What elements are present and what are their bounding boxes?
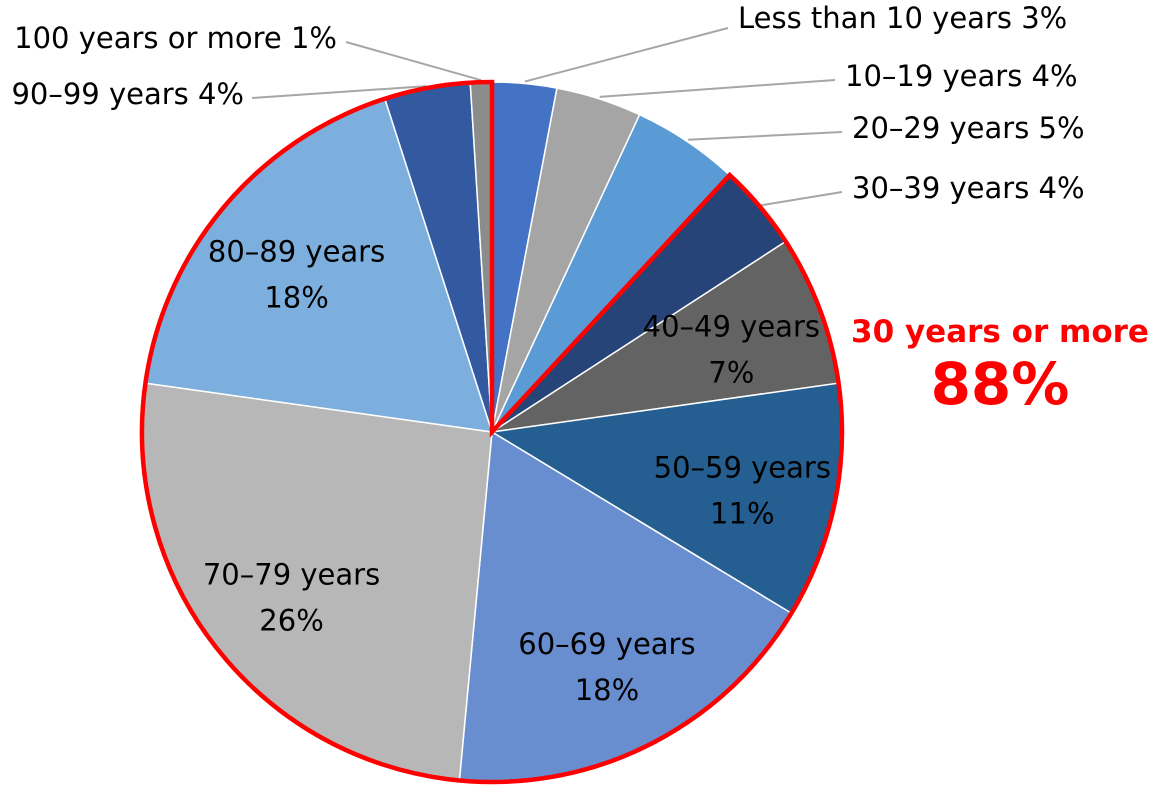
slice-value-80-89-years: 18% [264,280,328,314]
highlight-outline [139,79,845,785]
slice-category-90-99-years: 90–99 years [11,77,198,111]
slice-value-90-99-years: 4% [198,77,244,111]
slice-value-70-79-years: 26% [259,603,323,637]
slice-category-80-89-years: 80–89 years [208,234,385,268]
slice-value-30-39-years: 4% [1039,171,1085,205]
leader-line-30-39-years [761,191,843,207]
slice-label-70-79-years: 70–79 years 26% [203,557,380,637]
slice-value-40-49-years: 7% [708,356,754,390]
slice-label-80-89-years: 80–89 years 18% [208,234,385,314]
slice-label-40-49-years: 40–49 years 7% [643,310,820,390]
leader-line-90-99-years [251,85,427,99]
slice-value-100-years-or-more: 1% [291,21,337,55]
slice-category-less-than-10-years: Less than 10 years [738,1,1021,35]
slice-category-10-19-years: 10–19 years [845,59,1032,93]
leader-line-10-19-years [599,79,836,98]
slice-label-less-than-10-years: Less than 10 years 3% [738,1,1067,35]
slice-label-60-69-years: 60–69 years 18% [518,627,695,707]
slice-category-70-79-years: 70–79 years [203,557,380,591]
slice-label-100-years-or-more: 100 years or more 1% [14,21,337,55]
pie-slices [141,81,843,783]
slice-label-30-39-years: 30–39 years 4% [852,171,1085,205]
leader-line-less-than-10-years [524,27,729,83]
slice-category-30-39-years: 30–39 years [852,171,1039,205]
leader-line-20-29-years [688,131,843,141]
slice-value-less-than-10-years: 3% [1021,1,1067,35]
leader-lines [251,27,843,207]
slice-value-60-69-years: 18% [575,673,639,707]
slice-value-10-19-years: 4% [1032,59,1078,93]
slice-value-50-59-years: 11% [710,496,774,530]
slice-label-50-59-years: 50–59 years 11% [654,450,831,530]
slice-label-90-99-years: 90–99 years 4% [11,77,244,111]
slice-value-20-29-years: 5% [1039,111,1085,145]
slice-labels: Less than 10 years 3%10–19 years 4%20–29… [11,1,1084,707]
slice-category-100-years-or-more: 100 years or more [14,21,291,55]
slice-category-50-59-years: 50–59 years [654,450,831,484]
slice-category-20-29-years: 20–29 years [852,111,1039,145]
highlight-group-value: 88% [931,350,1070,418]
slice-category-40-49-years: 40–49 years [643,310,820,344]
slice-label-10-19-years: 10–19 years 4% [845,59,1078,93]
slice-label-20-29-years: 20–29 years 5% [852,111,1085,145]
leader-line-100-years-or-more [345,41,482,82]
slice-category-60-69-years: 60–69 years [518,627,695,661]
highlight-group-label: 30 years or more [851,314,1149,350]
